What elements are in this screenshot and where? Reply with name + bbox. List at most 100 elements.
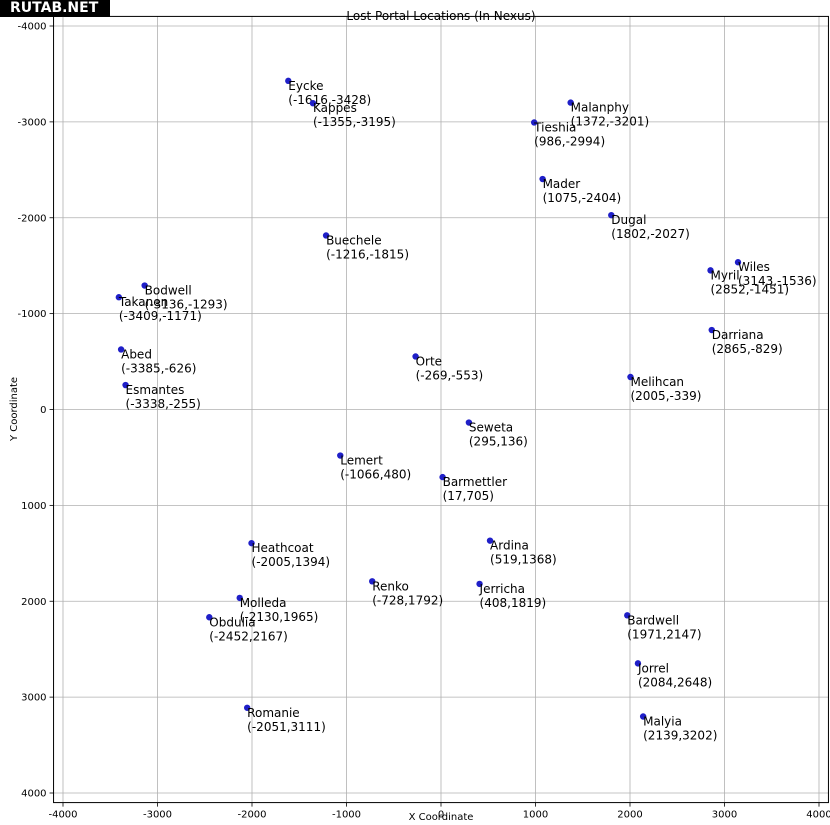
data-point (412, 353, 419, 360)
point-label-name: Bodwell (145, 284, 192, 298)
point-label-coords: (17,705) (443, 489, 494, 503)
point-label-name: Obdulia (209, 615, 255, 629)
point-label-name: Renko (372, 579, 409, 593)
point-label-coords: (1075,-2404) (543, 191, 622, 205)
x-tick-label: 0 (438, 810, 444, 821)
point-label-name: Romanie (247, 706, 300, 720)
point-label-coords: (-3338,-255) (126, 397, 201, 411)
y-tick-label: 0 (40, 405, 46, 416)
x-tick-label: -1000 (332, 810, 361, 821)
point-label-coords: (-2452,2167) (209, 629, 288, 643)
data-point (206, 614, 213, 621)
point-label-coords: (-3409,-1171) (119, 309, 202, 323)
x-axis-label: X Coordinate (409, 812, 474, 823)
data-point (141, 282, 148, 289)
x-tick-label: -3000 (143, 810, 172, 821)
point-label-coords: (1802,-2027) (611, 227, 690, 241)
point-label-name: Jerricha (479, 582, 525, 596)
grid-lines (53, 16, 829, 803)
data-point (236, 594, 243, 602)
data-point (439, 473, 446, 481)
data-point (708, 326, 715, 334)
point-label-coords: (-2005,1394) (252, 555, 331, 569)
point-label-coords: (295,136) (469, 435, 528, 449)
point-label-name: Buechele (326, 233, 382, 247)
point-label-coords: (519,1368) (490, 553, 557, 567)
point-label-name: Darriana (712, 328, 764, 342)
data-point (486, 537, 494, 544)
point-label-coords: (1971,2147) (627, 627, 701, 641)
data-point (369, 578, 376, 585)
data-point (530, 119, 538, 126)
point-label-coords: (986,-2994) (534, 134, 605, 148)
y-tick-label: 1000 (21, 501, 46, 512)
data-point (634, 660, 642, 667)
y-tick-label: -3000 (17, 117, 46, 128)
point-label-name: Malanphy (571, 101, 629, 115)
data-point (243, 704, 251, 711)
point-label-coords: (2005,-339) (630, 389, 701, 403)
point-label-coords: (-1616,-3428) (288, 93, 371, 107)
point-label-coords: (2852,-1451) (711, 282, 790, 296)
point-label-name: Heathcoat (252, 541, 314, 555)
point-label-coords: (1372,-3201) (571, 115, 650, 129)
point-label-name: Melihcan (630, 375, 684, 389)
point-label-coords: (-1066,480) (340, 468, 411, 482)
point-label-coords: (-728,1792) (372, 593, 443, 607)
point-label-name: Myril (711, 268, 740, 282)
data-point (476, 580, 483, 588)
point-label-coords: (3143,-1536) (738, 274, 817, 288)
data-points: Eycke(-1616,-3428)Kappes(-1355,-3195) Mal… (115, 77, 817, 742)
data-point (465, 419, 473, 426)
point-label-coords: (-2051,3111) (247, 720, 326, 734)
data-point (639, 713, 647, 720)
data-point (567, 99, 574, 106)
point-label-name: Abed (121, 347, 152, 361)
data-point (734, 259, 742, 266)
point-label-name: Barmettler (443, 475, 508, 489)
point-label-coords: (-1355,-3195) (313, 115, 396, 129)
point-label-name: Esmantes (126, 383, 185, 397)
data-point (122, 381, 129, 389)
point-label-coords: (-1216,-1815) (326, 247, 409, 261)
x-tick-label: 4000 (806, 810, 830, 821)
point-label-name: Dugal (611, 213, 646, 227)
data-point (627, 373, 634, 381)
point-label-coords: (-3136,-1293) (145, 298, 228, 312)
x-axis-ticks: -4000 -3000 -2000 -1000 0 1000 2000 3000 4000 (48, 802, 830, 821)
data-point (117, 346, 125, 353)
y-axis-ticks: -4000 -3000 -2000 -1000 0 1000 2000 3000 4000 (17, 22, 54, 800)
data-point (337, 452, 344, 459)
point-label-name: Eycke (288, 79, 323, 93)
point-label-name: Seweta (469, 421, 513, 435)
point-label-name: Bardwell (627, 613, 679, 627)
watermark-badge: RUTAB.NET (0, 0, 111, 17)
y-tick-label: -4000 (17, 22, 46, 33)
point-label-coords: (-3385,-626) (121, 361, 196, 375)
y-tick-label: 4000 (21, 789, 46, 800)
data-point (608, 211, 615, 219)
x-tick-label: -4000 (48, 810, 77, 821)
data-point (285, 77, 292, 85)
point-label-name: Ardina (490, 539, 529, 553)
point-label-name: Takanen (118, 295, 168, 309)
data-point (707, 267, 714, 274)
y-tick-label: -2000 (17, 213, 46, 224)
data-point (539, 175, 546, 183)
point-label-name: Jorrel (637, 661, 669, 675)
point-label-coords: (2084,2648) (638, 675, 712, 689)
point-label-coords: (2139,3202) (643, 728, 717, 742)
y-tick-label: 2000 (21, 597, 46, 608)
data-point (115, 294, 123, 301)
point-label-name: Molleda (240, 596, 287, 610)
point-label-name: Wiles (738, 260, 770, 274)
point-label-name: Mader (543, 177, 581, 191)
y-tick-label: 3000 (21, 693, 46, 704)
data-point (248, 539, 255, 547)
x-tick-label: 2000 (617, 810, 642, 821)
y-axis-label: Y Coordinate (9, 377, 20, 442)
point-label-coords: (-269,-553) (416, 368, 484, 382)
x-tick-label: 3000 (712, 810, 737, 821)
data-point (309, 99, 317, 107)
